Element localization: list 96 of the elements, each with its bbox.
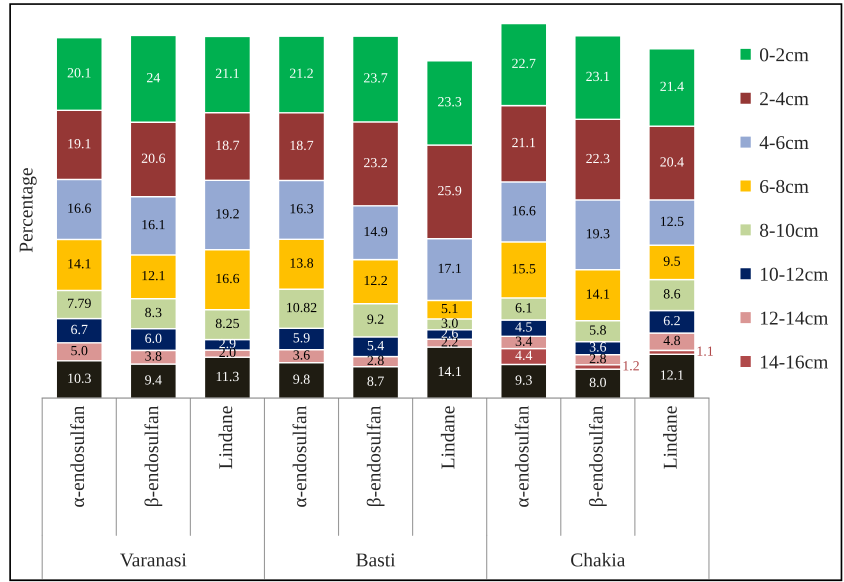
legend-label: 14-16cm (760, 355, 828, 369)
legend-label: 6-8cm (760, 180, 809, 194)
bar (648, 354, 696, 398)
data-label: 8.7 (367, 376, 384, 386)
data-label: 5.1 (442, 304, 458, 314)
x-tick-label: Lindane (440, 406, 455, 469)
data-label: 11.3 (216, 372, 239, 382)
data-label: 8.0 (590, 378, 606, 388)
data-label: 21.1 (216, 68, 239, 78)
data-label: 10.82 (287, 302, 316, 312)
x-tick-label: Lindane (663, 406, 677, 469)
data-label: 23.2 (364, 158, 387, 168)
data-label: 7.79 (68, 298, 91, 308)
data-label: 2.2 (442, 337, 458, 347)
data-label: 5.8 (590, 325, 606, 335)
data-label: 10.3 (68, 374, 91, 384)
legend-label: 2-4cm (760, 92, 809, 106)
data-label: 20.4 (660, 157, 684, 167)
data-label: 9.5 (664, 256, 680, 266)
data-label: 19.2 (216, 209, 239, 219)
data-label: 21.2 (290, 68, 313, 78)
data-label: 6.0 (145, 334, 162, 344)
data-label: 15.5 (512, 264, 536, 274)
data-label: 12.1 (142, 270, 165, 280)
data-label: 22.7 (512, 58, 536, 68)
data-label: 25.9 (438, 186, 462, 196)
data-label: 18.7 (216, 140, 240, 150)
x-tick-label: Lindane (218, 406, 232, 469)
data-label: 21.4 (660, 82, 684, 92)
data-label: 2.8 (368, 356, 384, 366)
data-label: 4.5 (515, 322, 532, 332)
legend-label: 8-10cm (760, 224, 818, 237)
y-axis-title: Percentage (20, 168, 37, 252)
data-label: 19.3 (586, 229, 610, 238)
data-label: 4.4 (515, 350, 532, 360)
data-label: 17.1 (438, 264, 461, 274)
legend-label: 10-12cm (760, 268, 828, 281)
data-label: 12.1 (660, 370, 684, 380)
data-label: 9.8 (293, 374, 310, 384)
data-label: 1.2 (624, 361, 639, 371)
data-label: 19.1 (68, 139, 91, 148)
data-label: 13.8 (290, 258, 314, 268)
data-label: 3.6 (590, 342, 606, 352)
data-label: 16.6 (68, 204, 91, 213)
data-label: 5.9 (294, 333, 310, 343)
data-label: 5.0 (71, 346, 88, 356)
data-label: 16.6 (512, 206, 536, 216)
data-label: 20.6 (142, 154, 166, 164)
x-tick-label: β-endosulfan (588, 406, 607, 506)
data-label: 9.3 (516, 375, 532, 385)
text: Varanasi (120, 553, 186, 567)
data-label: 6.7 (71, 324, 88, 334)
x-tick-label: α-endosulfan (514, 406, 529, 507)
data-label: 2.8 (590, 354, 606, 364)
data-label: 3.8 (145, 351, 162, 361)
data-label: 9.4 (145, 375, 162, 385)
text: Chakia (571, 552, 626, 567)
data-label: 6.1 (516, 303, 532, 313)
data-label: 14.9 (364, 226, 388, 236)
data-label: 12.2 (364, 276, 387, 286)
data-label: 4.8 (664, 336, 680, 346)
legend-label: 12-14cm (760, 312, 828, 325)
data-label: 23.3 (438, 97, 462, 106)
data-label: 3.6 (293, 350, 310, 360)
data-label: 20.1 (68, 68, 91, 78)
data-label: 8.3 (145, 308, 162, 318)
x-tick-label: β-endosulfan (366, 406, 384, 506)
data-label: 12.5 (660, 216, 684, 226)
data-label: 24 (146, 73, 160, 82)
data-label: 16.1 (142, 220, 165, 230)
x-tick-label: α-endosulfan (292, 406, 306, 507)
data-label: 14.1 (68, 259, 91, 268)
data-label: 22.3 (586, 154, 610, 164)
data-label: 3.4 (516, 336, 532, 346)
data-label: 23.1 (586, 72, 610, 82)
data-label: 8.6 (664, 289, 680, 299)
data-label: 16.3 (290, 204, 314, 214)
data-label: 21.1 (512, 138, 536, 148)
data-label: 8.25 (216, 318, 240, 328)
data-label: 16.6 (216, 274, 240, 284)
data-label: 14.1 (438, 366, 461, 376)
data-label: 18.7 (290, 140, 314, 150)
data-label: 2.0 (219, 348, 236, 358)
x-tick-label: α-endosulfan (70, 406, 84, 507)
data-label: 9.2 (367, 314, 384, 324)
data-label: 5.4 (368, 340, 384, 350)
text: Basti (356, 553, 396, 567)
legend-label: 4-6cm (760, 136, 809, 150)
data-label: 3.0 (442, 318, 458, 328)
bar (574, 368, 622, 398)
data-label: 6.2 (664, 316, 680, 326)
data-label: 1.1 (698, 346, 713, 356)
data-label: 14.1 (586, 289, 610, 299)
legend-label: 0-2cm (760, 48, 809, 62)
data-label: 23.7 (364, 73, 388, 83)
x-tick-label: β-endosulfan (144, 406, 162, 506)
